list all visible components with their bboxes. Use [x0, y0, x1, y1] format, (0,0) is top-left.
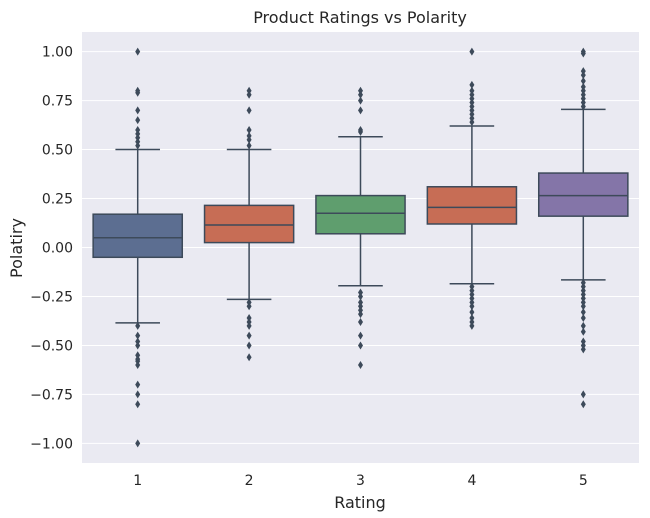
box-rating-1	[92, 47, 184, 448]
y-tick-labels: 1.00 0.75 0.50 0.25 0.00 −0.25 −0.50 −0.75 −1.00	[30, 45, 73, 453]
outlier-1-21	[135, 439, 141, 448]
outlier-4-16	[469, 302, 475, 311]
outlier-1-4	[135, 116, 141, 125]
x-tick-label-5: 5	[579, 473, 588, 489]
outlier-1-2	[135, 88, 141, 97]
outlier-5-1	[580, 49, 586, 58]
box-iqr-1	[92, 213, 184, 259]
outlier-3-5	[358, 127, 363, 136]
outlier-3-7	[358, 292, 363, 301]
y-tick-label-3: 0.25	[42, 192, 73, 208]
x-tick-label-4: 4	[467, 473, 476, 489]
outlier-3-13	[358, 331, 363, 340]
outlier-5-19	[580, 314, 586, 323]
outlier-5-10	[580, 102, 586, 111]
outlier-3-3	[358, 106, 363, 115]
y-tick-label-5: −0.25	[30, 289, 73, 305]
outlier-3-1	[358, 90, 363, 99]
outlier-1-11	[135, 331, 141, 340]
chart-title: Product Ratings vs Polarity	[253, 8, 467, 27]
outlier-5-18	[580, 308, 586, 317]
outlier-5-20	[580, 321, 586, 330]
outlier-3-2	[358, 96, 363, 105]
outlier-5-26	[580, 400, 586, 409]
box-iqr-4	[426, 186, 518, 225]
y-tick-label-8: −1.00	[30, 436, 73, 452]
box-rating-4	[426, 47, 518, 330]
outlier-2-2	[246, 106, 252, 115]
box-iqr-5	[537, 172, 629, 217]
outlier-5-17	[580, 302, 586, 311]
y-tick-label-6: −0.50	[30, 338, 73, 354]
x-tick-label-2: 2	[245, 473, 254, 489]
outlier-3-15	[358, 361, 363, 370]
outlier-5-4	[580, 76, 586, 85]
box-rating-3	[315, 86, 406, 370]
outlier-1-10	[135, 321, 141, 330]
y-axis-title: Polatiry	[7, 218, 26, 278]
outlier-5-24	[580, 345, 586, 354]
box-iqr-3	[315, 194, 406, 235]
outlier-1-19	[135, 390, 141, 399]
x-tick-label-3: 3	[356, 473, 365, 489]
y-tick-label-1: 0.75	[42, 94, 73, 110]
x-tick-labels: 1 2 3 4 5	[133, 473, 588, 489]
outlier-2-13	[246, 341, 252, 350]
outlier-1-13	[135, 341, 141, 350]
outlier-5-25	[580, 390, 586, 399]
outlier-3-12	[358, 317, 363, 326]
outlier-2-11	[246, 321, 252, 330]
outlier-1-20	[135, 400, 141, 409]
outlier-4-10	[469, 118, 475, 127]
outlier-1-3	[135, 106, 141, 115]
outlier-4-0	[469, 47, 475, 56]
outlier-2-6	[246, 141, 252, 150]
outlier-2-14	[246, 353, 252, 362]
outlier-5-3	[580, 71, 586, 80]
x-tick-label-1: 1	[133, 473, 142, 489]
outlier-1-0	[135, 47, 141, 56]
outlier-3-11	[358, 310, 363, 319]
outlier-1-9	[135, 141, 141, 150]
outlier-2-3	[246, 125, 252, 134]
y-tick-label-7: −0.75	[30, 387, 73, 403]
x-axis-title: Rating	[334, 493, 386, 512]
box-iqr-2	[203, 204, 295, 244]
outlier-1-18	[135, 380, 141, 389]
outlier-2-8	[246, 302, 252, 311]
box-rating-5	[537, 47, 629, 409]
boxes	[92, 47, 629, 448]
outlier-3-14	[358, 341, 363, 350]
outlier-4-17	[469, 308, 475, 317]
y-tick-label-0: 1.00	[42, 45, 73, 61]
box-rating-2	[203, 86, 295, 362]
y-tick-label-2: 0.50	[42, 143, 73, 159]
outlier-4-20	[469, 321, 475, 330]
outlier-4-1	[469, 80, 475, 89]
outlier-2-5	[246, 135, 252, 144]
outlier-2-1	[246, 90, 252, 99]
y-tick-label-4: 0.00	[42, 241, 73, 257]
outlier-1-17	[135, 361, 141, 370]
outlier-5-21	[580, 327, 586, 336]
outlier-2-12	[246, 331, 252, 340]
